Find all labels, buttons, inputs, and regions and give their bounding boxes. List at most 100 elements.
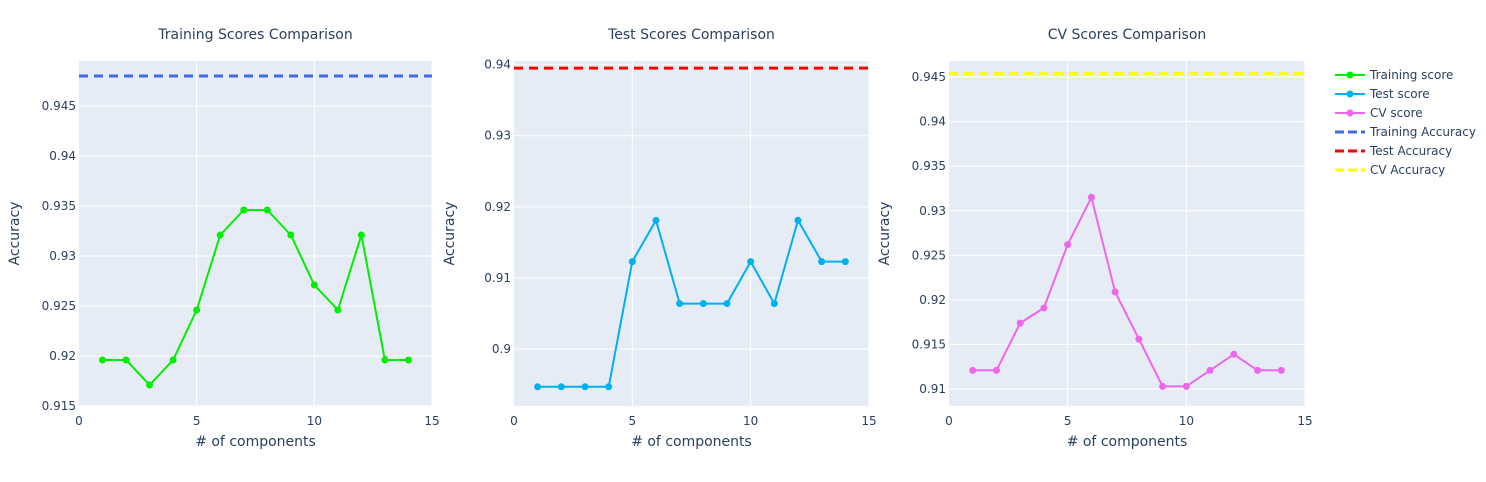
data-point: [676, 300, 684, 308]
legend-label: Test Accuracy: [1369, 144, 1452, 158]
subplot-2: 0 5 10 15 0.9 0.91 0.92 0.93 0.94 Test Scores Com…: [442, 27, 877, 450]
data-point: [310, 281, 318, 289]
y-tick-label: 0.93: [49, 249, 76, 263]
y-tick-label: 0.94: [49, 149, 76, 163]
data-point: [357, 231, 365, 239]
y-axis-label: Accuracy: [442, 202, 458, 266]
legend-label: CV Accuracy: [1370, 163, 1445, 177]
x-tick-label: 15: [861, 414, 876, 428]
data-point: [263, 206, 271, 214]
y-tick-label: 0.945: [42, 99, 76, 113]
y-tick-label: 0.945: [912, 70, 946, 84]
legend-item: Test score: [1335, 87, 1430, 101]
legend-label: Training Accuracy: [1369, 125, 1476, 139]
data-point: [1111, 288, 1119, 296]
data-point: [1040, 304, 1048, 312]
y-axis-label: Accuracy: [7, 202, 23, 266]
data-point: [699, 300, 707, 308]
y-tick-label: 0.91: [484, 271, 511, 285]
data-point: [99, 356, 107, 364]
plot-background: [79, 61, 432, 406]
data-point: [841, 258, 849, 266]
x-tick-label: 5: [1064, 414, 1072, 428]
legend-item: Training Accuracy: [1335, 125, 1476, 139]
data-point: [122, 356, 130, 364]
data-point: [1064, 241, 1072, 249]
data-point: [216, 231, 224, 239]
y-tick-label: 0.92: [919, 293, 946, 307]
data-point: [794, 216, 802, 224]
x-tick-label: 0: [510, 414, 518, 428]
subplot-3: 0 5 10 15 0.91 0.915 0.92 0.925 0.93 0.935 0.94 0.9…: [877, 27, 1313, 450]
data-point: [992, 366, 1000, 374]
x-tick-label: 0: [945, 414, 953, 428]
legend-item: CV Accuracy: [1335, 163, 1445, 177]
data-point: [240, 206, 248, 214]
chart-title: Training Scores Comparison: [157, 27, 352, 43]
series-line: [102, 209, 409, 386]
data-point: [169, 356, 177, 364]
legend: Training score Test score CV score Training…: [1335, 68, 1476, 177]
plot-background: [949, 61, 1305, 406]
data-point: [1135, 335, 1143, 343]
data-point: [1087, 193, 1095, 201]
legend-swatch-marker: [1346, 71, 1354, 79]
x-tick-label: 0: [75, 414, 83, 428]
y-tick-label: 0.925: [912, 248, 946, 262]
y-tick-label: 0.9: [492, 342, 511, 356]
legend-label: Test score: [1369, 87, 1430, 101]
data-point: [193, 306, 201, 314]
x-tick-label: 10: [1179, 414, 1194, 428]
y-tick-label: 0.93: [484, 129, 511, 143]
legend-swatch-marker: [1346, 109, 1354, 117]
data-point: [969, 366, 977, 374]
y-tick-label: 0.91: [919, 382, 946, 396]
x-tick-label: 5: [629, 414, 637, 428]
y-tick-label: 0.915: [42, 399, 76, 413]
x-tick-label: 15: [1297, 414, 1312, 428]
data-point: [1254, 366, 1262, 374]
series-line: [537, 219, 846, 388]
legend-item: CV score: [1335, 106, 1423, 120]
x-axis-label: # of components: [195, 434, 316, 450]
data-point: [1277, 366, 1285, 374]
y-tick-label: 0.92: [49, 349, 76, 363]
y-axis-label: Accuracy: [877, 202, 893, 266]
series-line: [972, 196, 1282, 388]
legend-item: Test Accuracy: [1335, 144, 1452, 158]
data-point: [334, 306, 342, 314]
x-tick-label: 5: [193, 414, 201, 428]
data-point: [404, 356, 412, 364]
y-tick-label: 0.92: [484, 200, 511, 214]
x-axis-label: # of components: [1067, 434, 1188, 450]
data-point: [1182, 382, 1190, 390]
data-point: [381, 356, 389, 364]
data-point: [1230, 350, 1238, 358]
data-point: [146, 381, 154, 389]
y-tick-label: 0.94: [919, 115, 946, 129]
data-point: [557, 383, 565, 391]
y-tick-label: 0.925: [42, 299, 76, 313]
data-point: [747, 258, 755, 266]
y-tick-label: 0.935: [42, 199, 76, 213]
data-point: [605, 383, 613, 391]
legend-item: Training score: [1335, 68, 1453, 82]
data-point: [1016, 319, 1024, 327]
data-point: [652, 216, 660, 224]
y-tick-label: 0.915: [912, 337, 946, 351]
subplot-panels: 0 5 10 150.9150.920.9250.930.9350.940.945Tr…: [7, 27, 1313, 450]
legend-swatch-marker: [1346, 90, 1354, 98]
subplot-1: 0 5 10 15 0.915 0.92 0.925 0.93 0.935 0.94 0.945 Tr…: [7, 27, 440, 450]
data-point: [581, 383, 589, 391]
data-point: [818, 258, 826, 266]
data-point: [770, 300, 778, 308]
chart-title: Test Scores Comparison: [607, 27, 775, 43]
data-point: [1159, 382, 1167, 390]
y-tick-label: 0.93: [919, 204, 946, 218]
chart-title: CV Scores Comparison: [1048, 27, 1207, 43]
data-point: [534, 383, 542, 391]
plot-background: [514, 61, 869, 406]
x-tick-label: 10: [743, 414, 758, 428]
data-point: [723, 300, 731, 308]
